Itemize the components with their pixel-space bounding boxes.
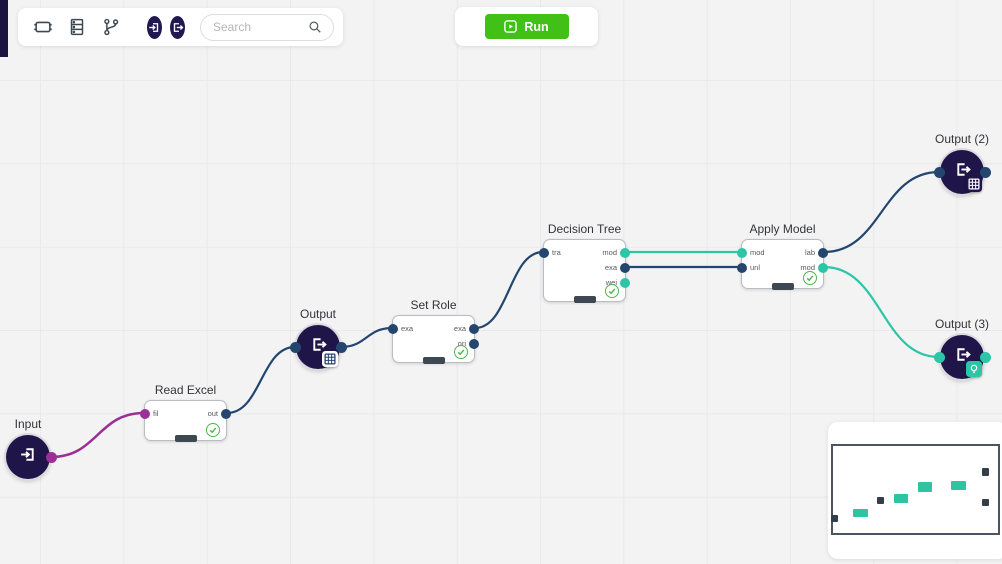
operator-label-read-excel: Read Excel <box>154 383 217 397</box>
port-label: ori <box>457 339 466 348</box>
add-output-port-button[interactable] <box>170 15 185 39</box>
minimap-operator <box>951 481 966 490</box>
operator-label-set-role: Set Role <box>410 298 457 312</box>
connection-wire[interactable] <box>340 326 393 349</box>
branch-icon[interactable] <box>100 14 122 40</box>
port-label: out <box>207 409 218 418</box>
io-node-output2[interactable] <box>933 150 991 194</box>
toolbar <box>18 8 343 46</box>
port-label: tra <box>552 248 561 257</box>
port-decision-tree-out-wei[interactable] <box>620 278 630 288</box>
connection-wire[interactable] <box>823 265 940 359</box>
run-button-label: Run <box>524 19 549 34</box>
operator-label-decision-tree: Decision Tree <box>547 222 622 236</box>
node-label-output3: Output (3) <box>934 317 990 331</box>
output-icon <box>952 344 973 370</box>
success-check-icon <box>454 345 468 359</box>
port-label: wei <box>605 278 617 287</box>
port-label: exa <box>453 324 466 333</box>
io-node-output3[interactable] <box>933 335 991 379</box>
connection-wire[interactable] <box>474 250 544 330</box>
port-input-right[interactable] <box>45 451 57 463</box>
port-label: unl <box>750 263 761 272</box>
success-check-icon <box>206 423 220 437</box>
operator-handle <box>771 283 794 290</box>
output-icon <box>308 334 329 360</box>
minimap-viewport[interactable] <box>831 444 1000 535</box>
table-badge-icon <box>966 176 982 192</box>
minimap <box>828 422 1002 559</box>
port-decision-tree-out-mod[interactable] <box>620 248 630 258</box>
run-card: Run <box>455 7 598 46</box>
minimap-node <box>831 515 838 522</box>
port-read-excel-out-out[interactable] <box>221 409 231 419</box>
success-check-icon <box>803 271 817 285</box>
run-button[interactable]: Run <box>484 14 569 39</box>
minimap-operator <box>894 494 908 503</box>
bulb-badge-icon <box>966 361 982 377</box>
port-label: mod <box>750 248 765 257</box>
minimap-operator <box>918 482 932 492</box>
port-set-role-out-exa[interactable] <box>469 324 479 334</box>
node-label-output: Output <box>299 307 337 321</box>
operator-frame-icon[interactable] <box>32 14 54 40</box>
search-input[interactable] <box>200 13 334 41</box>
operator-label-apply-model: Apply Model <box>749 222 816 236</box>
operator-handle <box>174 435 197 442</box>
input-icon <box>18 444 39 470</box>
success-check-icon <box>605 284 619 298</box>
node-label-input: Input <box>14 417 42 431</box>
operator-set-role[interactable]: exa exa ori <box>388 315 479 364</box>
port-apply-model-out-mod[interactable] <box>818 263 828 273</box>
minimap-node <box>982 468 989 476</box>
operator-read-excel[interactable]: fil out <box>140 400 231 442</box>
port-output-right[interactable] <box>335 341 347 353</box>
connection-wire[interactable] <box>823 170 940 254</box>
output-icon <box>952 159 973 185</box>
port-decision-tree-in-tra[interactable] <box>539 248 549 258</box>
connection-wire[interactable] <box>50 411 145 459</box>
minimap-node <box>982 499 989 506</box>
operator-handle <box>422 357 445 364</box>
port-label: mod <box>800 263 815 272</box>
play-icon <box>504 20 518 33</box>
node-label-output2: Output (2) <box>934 132 990 146</box>
port-output3-right[interactable] <box>979 351 991 363</box>
operator-apply-model[interactable]: mod unl lab mod <box>737 239 828 290</box>
io-node-output[interactable] <box>289 325 347 369</box>
search-icon <box>309 20 321 33</box>
port-decision-tree-out-exa[interactable] <box>620 263 630 273</box>
connection-wire[interactable] <box>226 345 296 415</box>
table-badge-icon <box>322 351 338 367</box>
port-set-role-in-exa[interactable] <box>388 324 398 334</box>
operator-decision-tree[interactable]: tra mod exa wei <box>539 239 630 303</box>
port-apply-model-in-mod[interactable] <box>737 248 747 258</box>
port-output-left[interactable] <box>289 341 301 353</box>
io-node-input[interactable] <box>6 435 57 479</box>
port-output2-right[interactable] <box>979 166 991 178</box>
port-label: fil <box>153 409 159 418</box>
add-input-port-button[interactable] <box>147 15 162 39</box>
port-apply-model-out-lab[interactable] <box>818 248 828 258</box>
port-label: lab <box>804 248 815 257</box>
sidebar-edge <box>0 0 8 57</box>
port-output3-left[interactable] <box>933 351 945 363</box>
port-apply-model-in-unl[interactable] <box>737 263 747 273</box>
port-output2-left[interactable] <box>933 166 945 178</box>
port-read-excel-in-fil[interactable] <box>140 409 150 419</box>
minimap-operator <box>853 509 868 517</box>
port-label: exa <box>604 263 617 272</box>
repository-icon[interactable] <box>66 14 88 40</box>
minimap-node <box>877 497 884 504</box>
port-label: exa <box>401 324 414 333</box>
port-label: mod <box>602 248 617 257</box>
port-set-role-out-ori[interactable] <box>469 339 479 349</box>
operator-handle <box>573 296 596 303</box>
